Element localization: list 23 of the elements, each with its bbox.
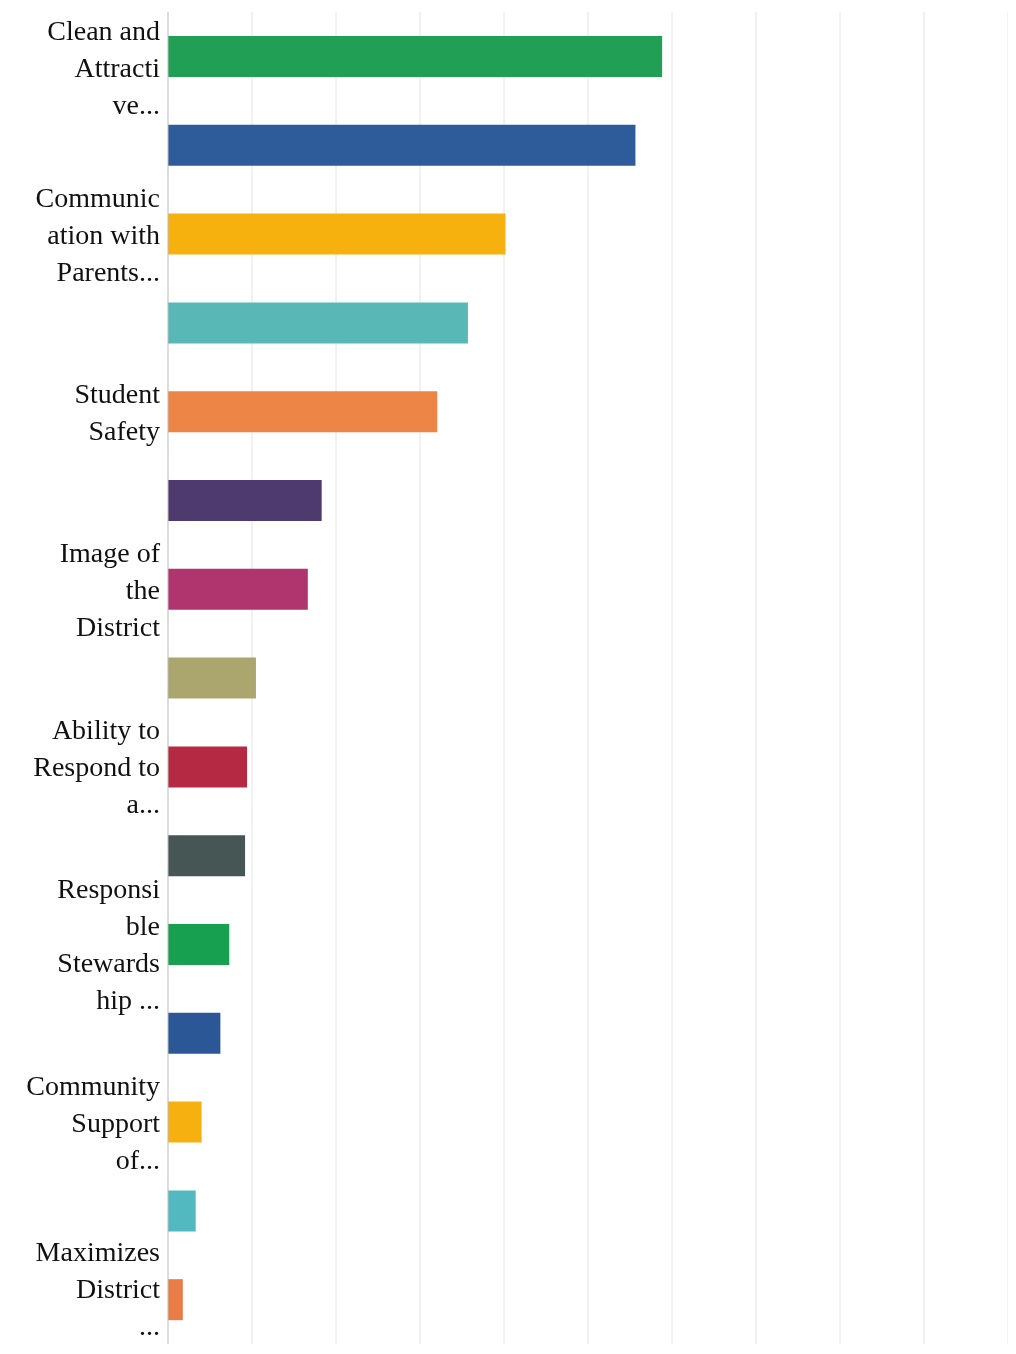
bar [168,302,468,344]
y-tick-label: Community Support of... [26,1069,161,1175]
bar [168,568,308,610]
bar [168,124,636,166]
bar [168,1101,202,1143]
bar [168,835,246,877]
bar [168,1190,196,1232]
bar [168,746,248,788]
bar [168,213,506,255]
bar [168,923,230,965]
y-tick-label: Clean and Attractive... [47,15,161,120]
bar [168,657,256,699]
bar [168,1012,221,1054]
bar [168,35,663,77]
y-tick-label: Image of the District [59,536,161,642]
y-tick-label: Ability to Respond to a... [33,714,160,820]
y-tick-label: Responsible Stewardship ... [57,873,161,1016]
bar [168,1279,183,1321]
bar [168,479,322,521]
y-tick-label: Student Safety [74,377,161,446]
bar [168,391,438,433]
y-tick-label: Communication with Parents... [35,181,160,287]
y-tick-label: Maximizes District... [35,1236,161,1341]
